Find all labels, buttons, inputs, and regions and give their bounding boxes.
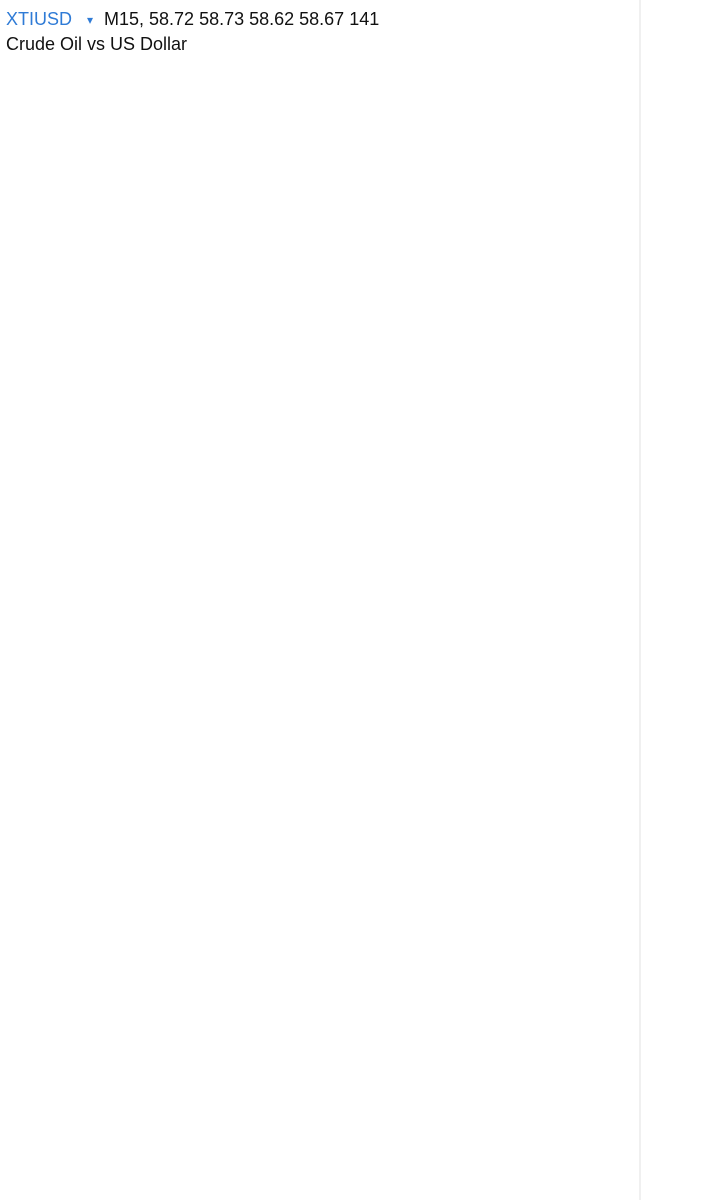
symbol: XTIUSD [6,9,72,29]
subtitle: Crude Oil vs US Dollar [6,34,187,54]
symbol-dropdown[interactable]: ▾ [87,13,93,27]
header-values: M15, 58.72 58.73 58.62 58.67 141 [104,9,379,29]
